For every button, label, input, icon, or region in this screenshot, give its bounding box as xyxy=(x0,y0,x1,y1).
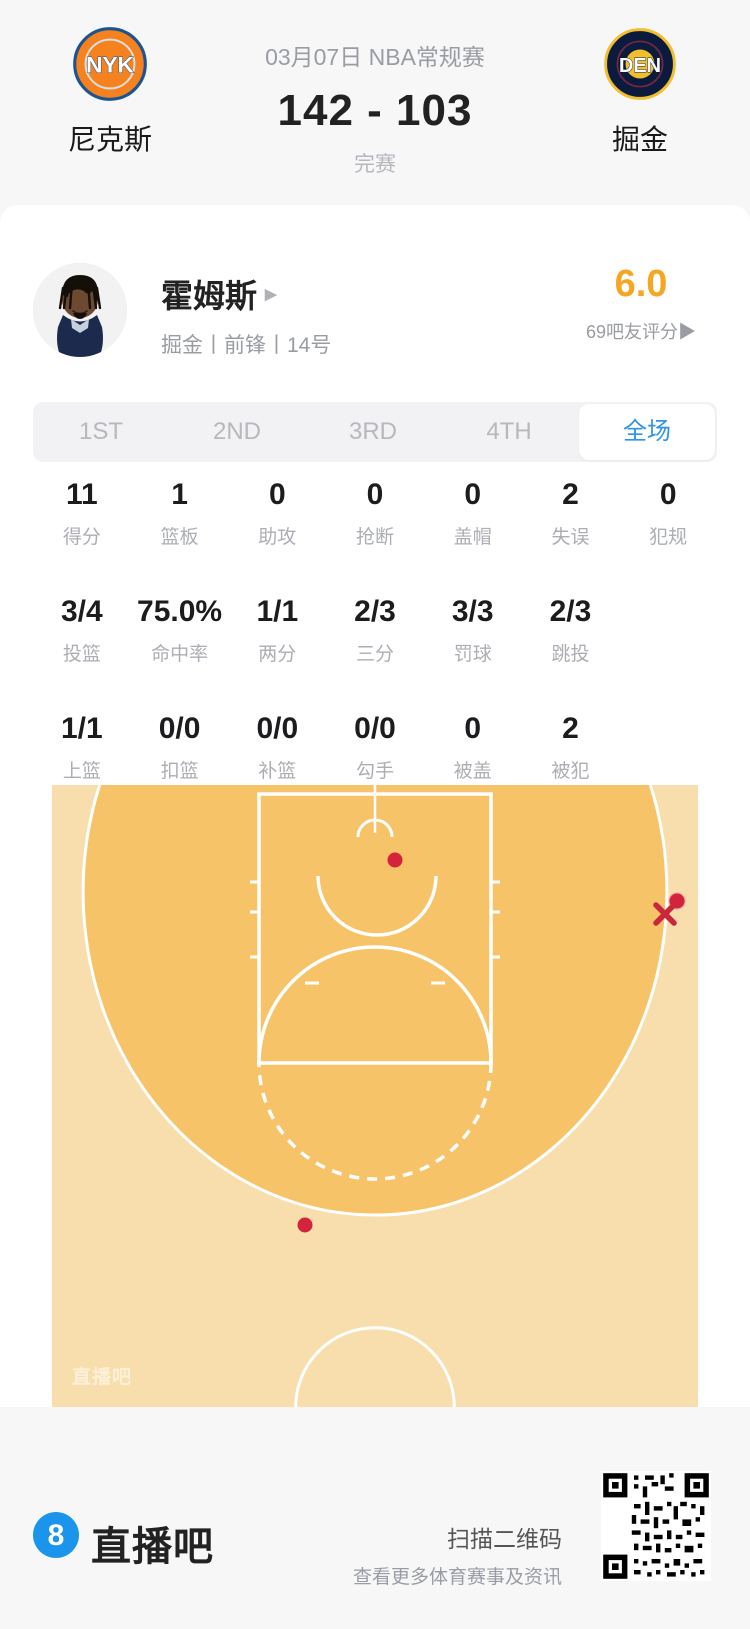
svg-text:8: 8 xyxy=(48,1519,65,1552)
svg-text:NYK: NYK xyxy=(86,53,134,78)
svg-text:DEN: DEN xyxy=(619,55,661,77)
